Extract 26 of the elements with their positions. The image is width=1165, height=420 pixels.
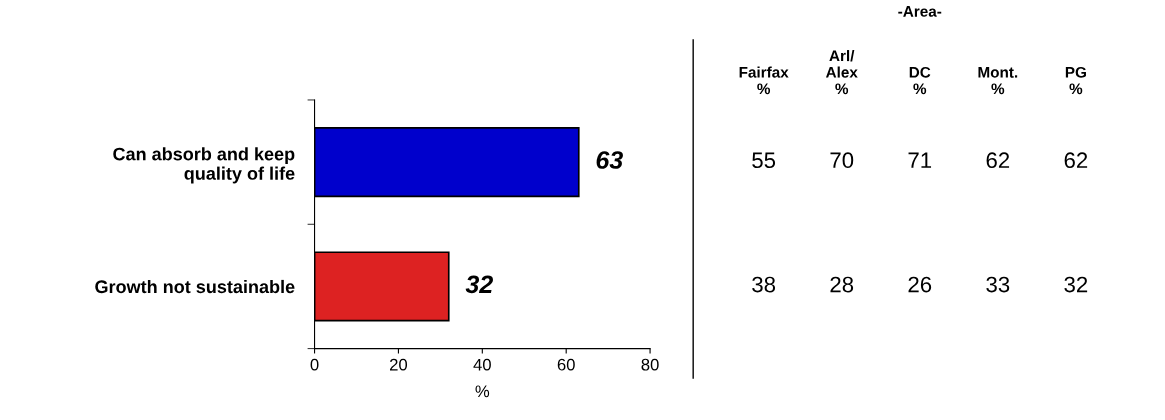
text: 55 xyxy=(752,152,776,169)
text: 32 xyxy=(1064,276,1088,293)
category-label: PG % xyxy=(1065,66,1086,95)
x-tick-label: 20 xyxy=(390,358,408,371)
text: 33 xyxy=(986,276,1010,293)
x-tick-label: 40 xyxy=(473,358,491,371)
x-tick-label: 60 xyxy=(557,358,575,371)
text: 62 xyxy=(1064,152,1088,169)
y-tick-label: Can absorb and keep quality of life xyxy=(113,147,295,184)
text: -Area- xyxy=(898,6,942,17)
category-label: Mont. % xyxy=(978,67,1018,95)
text: 71 xyxy=(908,152,932,168)
x-axis-title: % xyxy=(475,385,490,398)
x-tick-label: 80 xyxy=(641,358,659,371)
text: 70 xyxy=(830,152,854,169)
text: 28 xyxy=(830,276,854,293)
text: 38 xyxy=(752,276,776,293)
y-tick-label: Growth not sustainable xyxy=(95,279,295,294)
data-label: 32 xyxy=(465,275,493,294)
category-label: DC % xyxy=(909,66,931,95)
text: 62 xyxy=(986,152,1010,169)
x-tick-label: 0 xyxy=(310,358,319,371)
data-label: 63 xyxy=(596,151,623,169)
category-label: Arl/ Alex % xyxy=(825,50,858,95)
category-label: Fairfax % xyxy=(739,66,789,95)
text: 26 xyxy=(908,276,932,293)
